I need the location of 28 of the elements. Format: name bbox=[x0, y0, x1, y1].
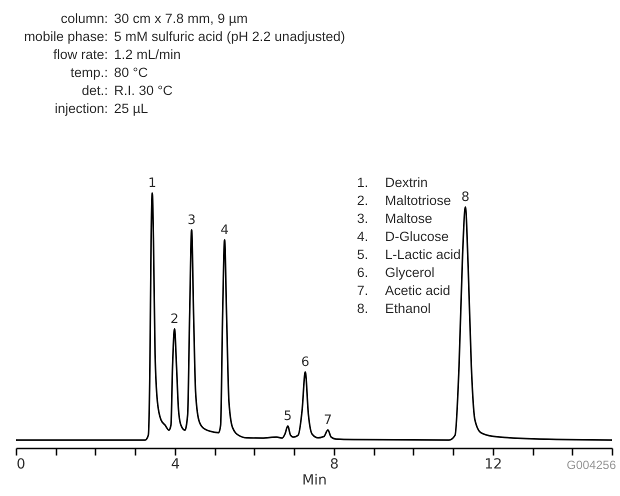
text: temp.: 80 °C bbox=[69, 64, 148, 82]
text: 6. Glycerol bbox=[357, 265, 435, 280]
text: mobile phase: 5 mM sulfuric acid (pH 2.2 unadjusted) bbox=[22, 28, 346, 46]
text: 8. Ethanol bbox=[357, 301, 431, 316]
text: 4. D-Glucose bbox=[357, 229, 449, 244]
annotation: 8 bbox=[461, 190, 470, 206]
text: 7. Acetic acid bbox=[357, 283, 450, 298]
x-axis-title: Min bbox=[302, 472, 327, 488]
text: 1. Dextrin bbox=[357, 175, 428, 190]
annotation: 7 bbox=[324, 412, 332, 428]
annotation: 4 bbox=[220, 222, 229, 238]
text: 5. L-Lactic acid bbox=[357, 247, 461, 262]
annotation: 3 bbox=[187, 212, 196, 228]
x-tick-label: 8 bbox=[330, 456, 339, 472]
annotation: 1 bbox=[148, 176, 156, 191]
annotation: 6 bbox=[301, 355, 310, 370]
annotation: 2 bbox=[170, 312, 179, 327]
text: column: 30 cm x 7.8 mm, 9 µm bbox=[60, 10, 248, 28]
text: 3. Maltose bbox=[357, 211, 432, 226]
text: det.: R.I. 30 °C bbox=[80, 82, 173, 100]
text: G004256 bbox=[566, 458, 616, 472]
x-tick-label: 12 bbox=[484, 456, 502, 472]
text: flow rate: 1.2 mL/min bbox=[52, 46, 181, 64]
text: 2. Maltotriose bbox=[357, 193, 452, 208]
text: injection: 25 µL bbox=[54, 100, 148, 118]
x-tick-label: 4 bbox=[170, 456, 180, 472]
x-tick-label: 0 bbox=[16, 456, 26, 472]
annotation: 5 bbox=[284, 409, 292, 424]
